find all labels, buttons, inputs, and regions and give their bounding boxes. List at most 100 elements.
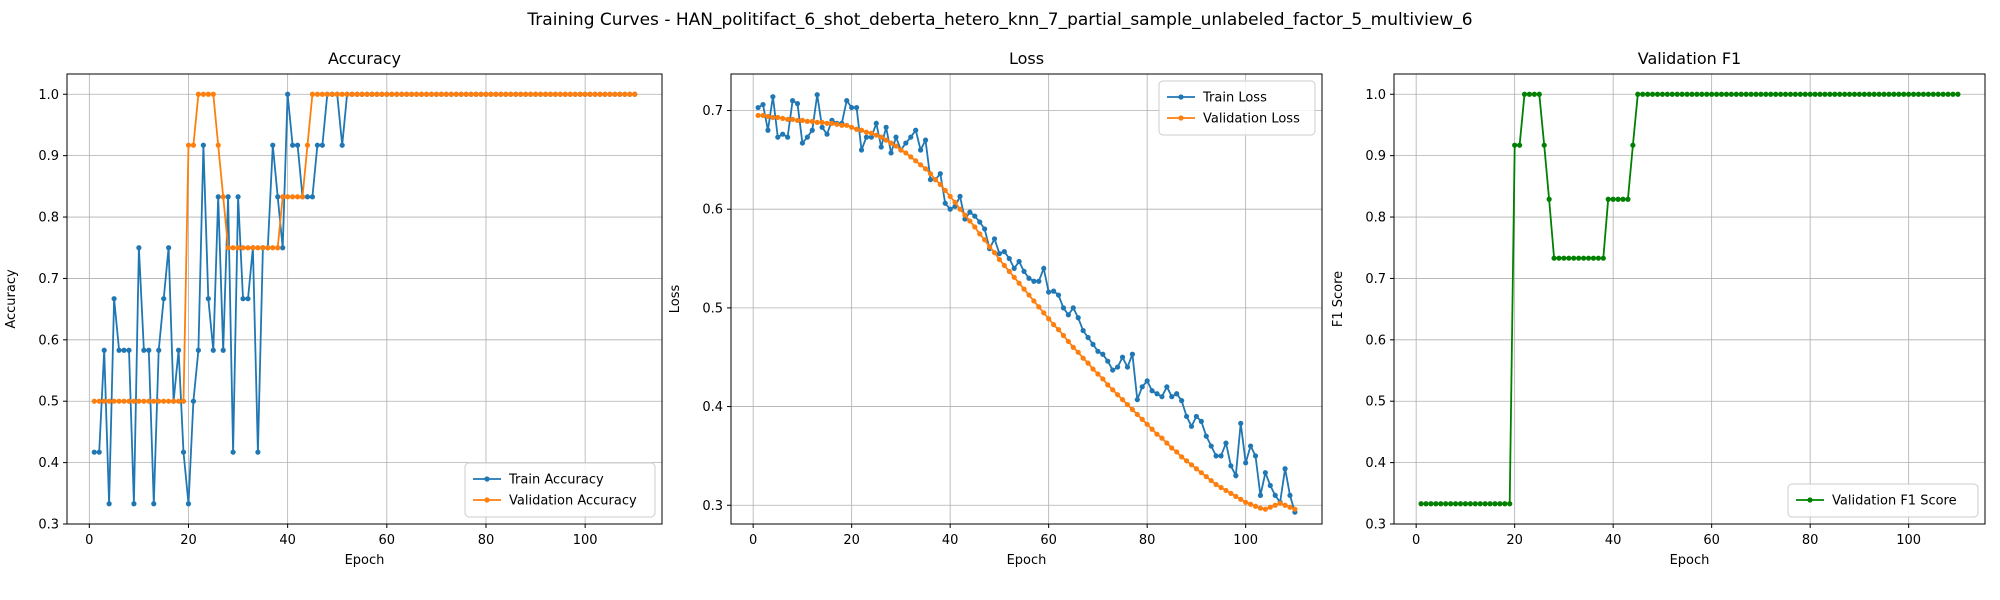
data-point <box>270 142 276 148</box>
data-point <box>1218 453 1224 459</box>
data-point <box>1802 91 1808 97</box>
x-tick-label: 20 <box>1506 533 1523 548</box>
y-tick-label: 0.7 <box>38 272 59 287</box>
data-point <box>814 119 820 125</box>
data-point <box>1070 344 1076 350</box>
data-point <box>156 347 162 353</box>
data-point <box>235 245 241 251</box>
legend-label: Train Accuracy <box>508 473 604 488</box>
data-point <box>329 91 335 97</box>
data-point <box>1487 501 1493 507</box>
data-point <box>972 224 978 230</box>
data-point <box>299 194 306 200</box>
data-point <box>532 91 539 97</box>
data-point <box>1085 334 1091 341</box>
y-tick-label: 0.6 <box>1365 333 1386 348</box>
data-point <box>1292 506 1298 512</box>
axes-frame <box>66 73 663 525</box>
y-tick-label: 0.5 <box>702 301 723 316</box>
data-point <box>780 115 786 122</box>
data-point <box>607 91 613 97</box>
data-point <box>760 101 766 108</box>
data-point <box>592 91 598 97</box>
data-point <box>146 398 152 404</box>
data-point <box>1110 387 1116 393</box>
data-point <box>498 91 504 97</box>
data-point <box>1576 255 1582 261</box>
data-point <box>309 194 316 200</box>
data-point <box>1837 91 1843 97</box>
data-point <box>175 398 182 404</box>
data-point <box>755 104 761 111</box>
data-point <box>1129 406 1135 413</box>
data-point <box>384 91 390 97</box>
data-point <box>190 142 197 148</box>
data-point <box>991 250 998 256</box>
y-tick-label: 0.8 <box>38 211 59 226</box>
data-point <box>1095 371 1101 377</box>
data-point <box>1282 466 1288 472</box>
data-point <box>1856 91 1863 97</box>
data-point <box>1144 378 1150 384</box>
data-point <box>1566 255 1572 261</box>
data-point <box>844 122 850 128</box>
data-point <box>1507 501 1513 507</box>
chart-0: 0 20 40 60 80 100 0.3 0.4 0.5 0.6 0.7 0.8 0.9 1.0 Accu… <box>4 49 663 568</box>
data-point <box>1551 255 1557 261</box>
data-point <box>1955 91 1961 97</box>
data-point <box>1753 91 1759 97</box>
data-point <box>883 137 889 143</box>
figure-title: Training Curves - HAN_politifact_6_shot_… <box>527 10 1473 30</box>
data-point <box>1546 196 1552 202</box>
data-point <box>304 142 311 148</box>
data-point <box>785 116 791 122</box>
data-point <box>1827 91 1833 97</box>
data-point <box>423 91 430 97</box>
x-tick-label: 40 <box>1605 533 1622 548</box>
y-tick-label: 0.4 <box>1365 456 1386 471</box>
data-point <box>185 142 192 148</box>
data-point <box>265 245 271 251</box>
data-point <box>1462 501 1469 507</box>
data-point <box>339 91 345 97</box>
data-point <box>180 398 187 404</box>
data-point <box>1247 501 1254 507</box>
data-point <box>1896 91 1902 97</box>
data-point <box>1704 91 1710 97</box>
data-point <box>369 91 375 97</box>
data-point <box>1901 91 1907 97</box>
data-point <box>354 91 360 97</box>
data-point <box>1090 341 1096 347</box>
y-tick-label: 0.3 <box>38 518 59 533</box>
data-point <box>996 251 1003 257</box>
legend-label: Validation Accuracy <box>509 494 637 509</box>
data-point <box>1930 91 1936 97</box>
data-point <box>404 91 410 97</box>
legend-marker <box>1178 94 1184 100</box>
data-point <box>240 296 246 302</box>
data-point <box>1778 91 1784 97</box>
x-axis-label: Epoch <box>1007 553 1047 568</box>
data-point <box>888 140 894 146</box>
data-point <box>1183 413 1190 420</box>
data-point <box>1610 196 1616 202</box>
x-tick-label: 80 <box>1802 533 1819 548</box>
data-point <box>438 91 444 97</box>
data-point <box>1050 288 1057 294</box>
data-point <box>1159 394 1165 400</box>
chart-1: 0 20 40 60 80 100 0.3 0.4 0.5 0.6 0.7 Loss Epoch Loss… <box>668 49 1323 568</box>
data-point <box>1541 142 1547 148</box>
data-point <box>413 91 420 97</box>
data-point <box>1144 421 1150 427</box>
data-point <box>1625 196 1631 202</box>
data-point <box>853 104 860 111</box>
data-point <box>166 245 172 251</box>
data-point <box>1457 501 1464 507</box>
data-point <box>1605 196 1611 202</box>
data-point <box>1060 332 1067 339</box>
y-tick-label: 0.9 <box>38 149 59 164</box>
data-point <box>1006 268 1012 274</box>
legend-box <box>464 462 656 518</box>
data-point <box>760 112 766 119</box>
data-point <box>275 194 281 200</box>
